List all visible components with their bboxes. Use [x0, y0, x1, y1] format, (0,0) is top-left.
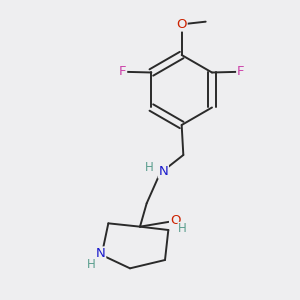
Text: F: F — [237, 65, 244, 78]
Text: H: H — [178, 223, 187, 236]
Text: O: O — [170, 214, 180, 227]
Text: O: O — [176, 18, 187, 31]
Text: F: F — [119, 65, 126, 78]
Text: N: N — [96, 247, 106, 260]
Text: N: N — [158, 165, 168, 178]
Text: H: H — [87, 258, 96, 271]
Text: H: H — [145, 161, 154, 174]
